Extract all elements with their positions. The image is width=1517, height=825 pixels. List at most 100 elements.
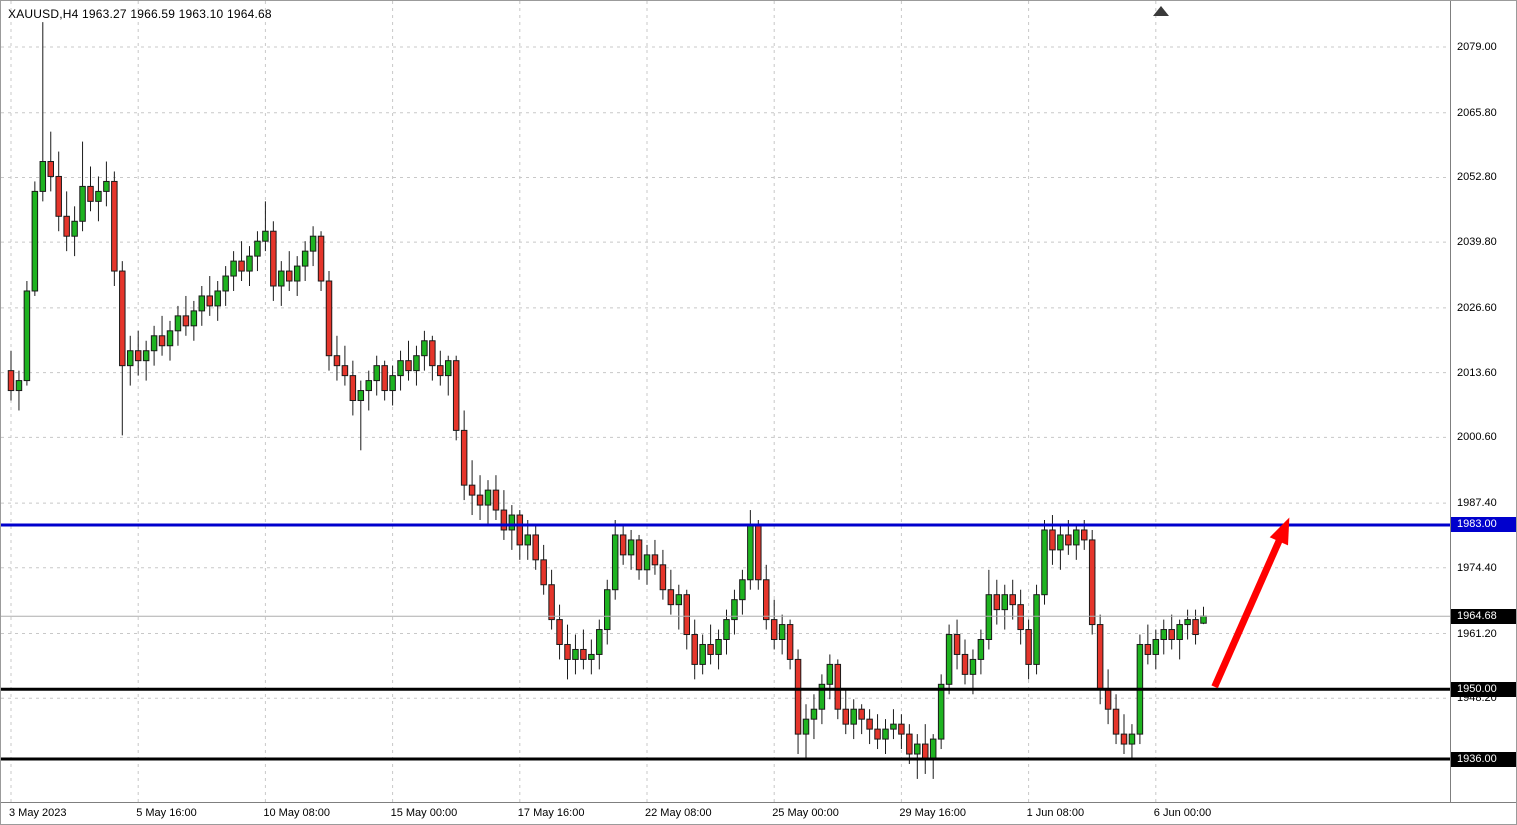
current-price-badge: 1964.68 (1451, 608, 1516, 624)
candle-up (890, 709, 897, 740)
candle-down (1049, 515, 1056, 565)
candle-up (198, 285, 206, 326)
candle-up (1073, 524, 1080, 560)
candle-up (254, 231, 261, 272)
candle-up (850, 699, 857, 740)
candle-up (1160, 619, 1167, 655)
chart-shift-marker-icon[interactable] (1151, 4, 1171, 16)
candle-up (301, 241, 309, 282)
candle-down (87, 166, 94, 212)
candle-down (468, 460, 476, 516)
candle-up (39, 22, 47, 202)
candle-down (993, 579, 1001, 625)
candle-down (1168, 614, 1175, 650)
price-axis-label: 2000.60 (1457, 431, 1497, 444)
time-axis-label: 3 May 2023 (9, 807, 67, 819)
candle-down (770, 599, 778, 650)
trend-arrow-object[interactable] (1211, 517, 1290, 689)
candle-down (452, 355, 460, 441)
candle-up (739, 569, 746, 615)
candle-up (15, 370, 23, 411)
candle-up (357, 380, 365, 451)
candle-down (898, 714, 905, 750)
candle-up (166, 320, 174, 361)
time-axis[interactable]: 3 May 2023 5 May 16:00 10 May 08:00 15 May … (1, 802, 1516, 824)
candle-down (270, 221, 277, 301)
candle-down (548, 569, 555, 630)
candle-up (929, 734, 937, 779)
price-badge-support-1950: 1950.00 (1451, 681, 1516, 697)
candle-up (604, 579, 611, 645)
grid (1, 1, 1450, 802)
candle-up (309, 226, 317, 267)
candle-down (333, 335, 341, 381)
candle-up (71, 206, 78, 257)
price-axis-label: 1987.40 (1457, 497, 1497, 510)
symbol-ohlc-info: XAUUSD,H4 1963.27 1966.59 1963.10 1964.6… (8, 7, 272, 21)
price-chart-canvas[interactable] (1, 1, 1450, 802)
price-badge-resistance-1983: 1983.00 (1451, 517, 1516, 533)
candle-up (79, 141, 86, 232)
candle-up (945, 624, 953, 695)
candle-down (842, 689, 849, 735)
candle-down (786, 619, 794, 670)
candle-up (23, 281, 31, 386)
candle-up (1041, 520, 1048, 605)
candle-up (31, 181, 39, 296)
candle-up (230, 251, 237, 291)
candle-down (659, 549, 667, 600)
candle-up (373, 355, 380, 396)
candle-up (572, 634, 579, 675)
candle-down (874, 714, 881, 750)
price-axis-label: 2039.80 (1457, 236, 1497, 249)
candle-up (627, 529, 635, 570)
candle-up (882, 719, 889, 755)
candle-up (675, 584, 683, 630)
candle-down (667, 569, 675, 615)
candle-down (317, 231, 325, 291)
candle-up (1200, 606, 1207, 625)
candle-up (611, 520, 619, 600)
candle-up (214, 281, 221, 321)
candle-down (691, 619, 698, 680)
candle-down (1017, 589, 1024, 645)
candle-down (532, 524, 539, 570)
time-axis-label: 15 May 00:00 (390, 807, 458, 819)
price-axis-label: 2052.80 (1457, 171, 1497, 184)
time-axis-label: 10 May 08:00 (263, 807, 331, 819)
price-axis[interactable]: 2079.00 2065.80 2052.80 2039.80 2026.60 2013.… (1450, 1, 1516, 802)
candle-up (508, 505, 516, 550)
candle-up (1128, 724, 1136, 759)
shift-triangle-icon (1153, 6, 1169, 16)
candles (7, 22, 1207, 779)
candle-down (516, 510, 524, 560)
candle-up (365, 370, 372, 411)
time-axis-label: 5 May 16:00 (136, 807, 197, 819)
candle-up (421, 330, 428, 371)
candle-up (643, 544, 651, 585)
candle-down (206, 276, 213, 316)
candle-down (763, 564, 770, 630)
time-axis-label: 22 May 08:00 (645, 807, 712, 819)
candle-down (922, 724, 929, 774)
time-axis-label: 1 Jun 08:00 (1026, 807, 1085, 819)
candle-down (794, 649, 802, 755)
candle-down (683, 589, 690, 650)
price-axis-label: 2079.00 (1457, 41, 1497, 53)
candle-down (429, 335, 436, 381)
candle-up (699, 634, 706, 675)
candle-down (635, 534, 643, 580)
candle-up (150, 325, 158, 366)
candle-up (747, 510, 754, 590)
candle-down (858, 704, 865, 735)
candle-down (866, 709, 873, 745)
candle-down (1192, 609, 1199, 645)
candle-down (63, 191, 70, 252)
candle-down (564, 624, 571, 680)
candle-up (1033, 584, 1040, 675)
candle-down (341, 345, 349, 386)
candle-up (222, 266, 229, 306)
candle-down (906, 724, 913, 764)
candle-up (190, 300, 198, 341)
